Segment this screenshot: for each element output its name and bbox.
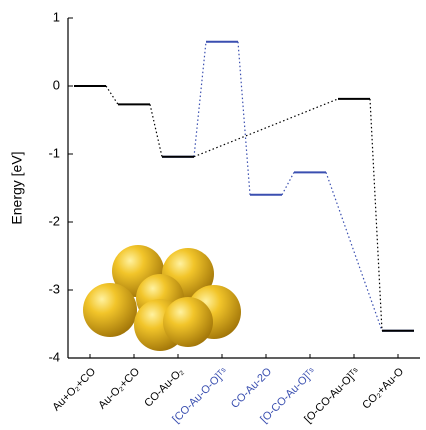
connector bbox=[238, 42, 250, 195]
chart: Energy [eV] 10-1-2-3-4Au+O₂+COAu-O₂+COCO… bbox=[0, 0, 426, 430]
connector bbox=[282, 172, 294, 194]
connector bbox=[370, 99, 382, 331]
connector bbox=[326, 172, 382, 330]
y-tick-label: -4 bbox=[48, 349, 60, 364]
x-tick-label: CO-Au-2O bbox=[229, 365, 275, 411]
x-tick-label: CO-Au-O₂ bbox=[142, 366, 186, 410]
y-tick-label: -2 bbox=[48, 213, 60, 228]
gold-cluster bbox=[83, 245, 241, 351]
x-tick-label: Au+O₂+CO bbox=[50, 365, 98, 413]
connector bbox=[106, 86, 118, 104]
x-tick-label: Au-O₂+CO bbox=[96, 365, 142, 411]
connector bbox=[194, 42, 206, 157]
y-tick-label: -1 bbox=[48, 145, 60, 160]
y-tick-label: 1 bbox=[53, 9, 60, 24]
y-axis-label: Energy [eV] bbox=[9, 151, 25, 224]
y-tick-label: -3 bbox=[48, 281, 60, 296]
connector bbox=[194, 99, 338, 157]
x-tick-label: CO₂+Au-O bbox=[360, 365, 406, 411]
y-tick-label: 0 bbox=[53, 77, 60, 92]
connector bbox=[150, 104, 162, 156]
